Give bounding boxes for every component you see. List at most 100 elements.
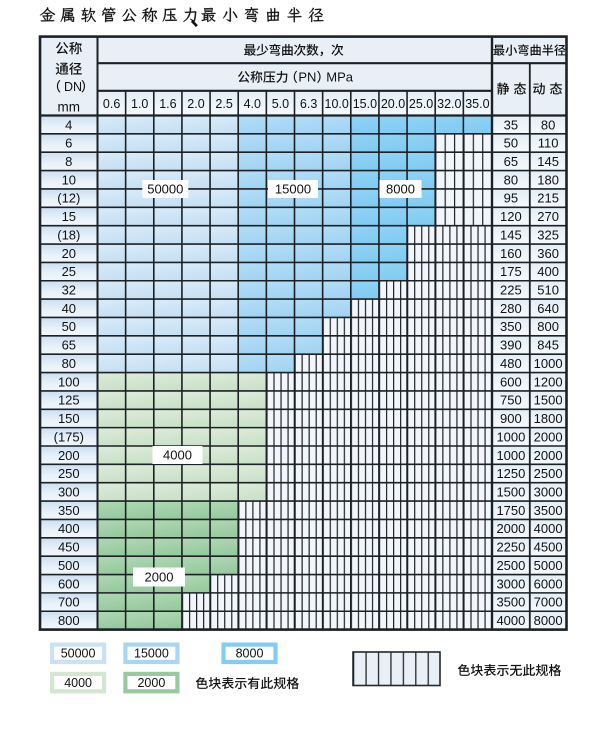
svg-text:3500: 3500 [534, 503, 563, 518]
svg-text:15: 15 [62, 209, 76, 224]
svg-text:20: 20 [62, 246, 76, 261]
svg-text:350: 350 [58, 503, 80, 518]
svg-text:2500: 2500 [496, 558, 525, 573]
svg-text:2.0: 2.0 [187, 97, 204, 111]
svg-text:80: 80 [504, 172, 518, 187]
svg-text:8000: 8000 [534, 613, 563, 628]
svg-text:1750: 1750 [496, 503, 525, 518]
svg-text:50000: 50000 [147, 182, 183, 197]
svg-text:1.0: 1.0 [131, 97, 148, 111]
svg-text:80: 80 [62, 356, 76, 371]
svg-text:8000: 8000 [386, 182, 415, 197]
svg-text:4.0: 4.0 [244, 97, 261, 111]
svg-text:1250: 1250 [496, 466, 525, 481]
svg-text:6000: 6000 [534, 576, 563, 591]
svg-text:215: 215 [537, 191, 559, 206]
svg-text:2000: 2000 [496, 521, 525, 536]
svg-text:3000: 3000 [534, 485, 563, 500]
svg-text:450: 450 [58, 540, 80, 555]
svg-text:10: 10 [62, 172, 76, 187]
svg-text:2250: 2250 [496, 540, 525, 555]
svg-text:110: 110 [538, 136, 559, 151]
svg-text:390: 390 [500, 338, 522, 353]
svg-text:20.0: 20.0 [381, 97, 405, 111]
svg-text:400: 400 [58, 521, 80, 536]
svg-text:3500: 3500 [496, 595, 525, 610]
svg-text:300: 300 [58, 485, 80, 500]
svg-text:25: 25 [62, 264, 76, 279]
svg-text:PN: PN [298, 70, 316, 85]
svg-text:(175): (175) [54, 429, 84, 444]
svg-text:40: 40 [62, 301, 76, 316]
svg-text:4000: 4000 [163, 448, 192, 463]
svg-text:2000: 2000 [137, 676, 165, 690]
svg-text:270: 270 [537, 209, 559, 224]
svg-text:(12): (12) [57, 191, 80, 206]
svg-text:5000: 5000 [534, 558, 563, 573]
svg-text:4000: 4000 [64, 676, 92, 690]
svg-text:1800: 1800 [534, 411, 563, 426]
svg-text:100: 100 [58, 374, 80, 389]
svg-text:280: 280 [500, 301, 522, 316]
svg-text:15000: 15000 [134, 647, 169, 661]
svg-text:6: 6 [65, 136, 72, 151]
svg-text:4000: 4000 [496, 613, 525, 628]
svg-text:500: 500 [58, 558, 80, 573]
svg-text:5.0: 5.0 [272, 97, 289, 111]
svg-text:10.0: 10.0 [325, 97, 349, 111]
svg-text:325: 325 [537, 227, 559, 242]
svg-text:7000: 7000 [534, 595, 563, 610]
svg-text:1500: 1500 [534, 393, 563, 408]
svg-text:35.0: 35.0 [465, 97, 489, 111]
svg-text:50: 50 [504, 136, 518, 151]
svg-text:250: 250 [58, 466, 80, 481]
svg-text:3000: 3000 [496, 576, 525, 591]
svg-text:350: 350 [500, 319, 522, 334]
svg-text:1000: 1000 [496, 448, 525, 463]
svg-text:1.6: 1.6 [159, 97, 176, 111]
svg-text:640: 640 [537, 301, 559, 316]
svg-text:mm: mm [58, 100, 81, 115]
svg-text:4500: 4500 [534, 540, 563, 555]
svg-text:175: 175 [500, 264, 522, 279]
svg-text:(18): (18) [57, 227, 80, 242]
svg-text:400: 400 [537, 264, 559, 279]
svg-text:1000: 1000 [496, 429, 525, 444]
svg-text:160: 160 [500, 246, 522, 261]
svg-text:125: 125 [58, 393, 80, 408]
svg-text:145: 145 [500, 227, 522, 242]
svg-text:180: 180 [537, 172, 559, 187]
svg-text:2000: 2000 [534, 448, 563, 463]
svg-text:8: 8 [65, 154, 72, 169]
svg-text:15000: 15000 [275, 182, 311, 197]
svg-text:65: 65 [504, 154, 518, 169]
svg-text:DN: DN [64, 80, 82, 94]
svg-text:480: 480 [500, 356, 522, 371]
svg-text:800: 800 [537, 319, 559, 334]
svg-text:2000: 2000 [145, 570, 174, 585]
svg-text:510: 510 [537, 283, 559, 298]
svg-text:32.0: 32.0 [437, 97, 461, 111]
svg-text:900: 900 [500, 411, 522, 426]
svg-text:150: 150 [58, 411, 80, 426]
svg-text:35: 35 [504, 117, 518, 132]
svg-text:8000: 8000 [236, 647, 264, 661]
svg-text:1200: 1200 [534, 374, 563, 389]
svg-text:600: 600 [500, 374, 522, 389]
svg-text:1500: 1500 [496, 485, 525, 500]
svg-text:225: 225 [500, 283, 522, 298]
svg-text:800: 800 [58, 613, 80, 628]
svg-text:4000: 4000 [534, 521, 563, 536]
svg-text:MPa: MPa [326, 70, 354, 85]
svg-text:750: 750 [500, 393, 522, 408]
svg-text:80: 80 [541, 117, 555, 132]
svg-text:1000: 1000 [534, 356, 563, 371]
svg-text:32: 32 [62, 283, 76, 298]
svg-text:360: 360 [537, 246, 559, 261]
svg-text:2500: 2500 [534, 466, 563, 481]
svg-text:6.3: 6.3 [300, 97, 317, 111]
svg-text:2.5: 2.5 [215, 97, 232, 111]
svg-text:200: 200 [58, 448, 80, 463]
svg-text:50000: 50000 [61, 647, 96, 661]
svg-text:0.6: 0.6 [103, 97, 120, 111]
